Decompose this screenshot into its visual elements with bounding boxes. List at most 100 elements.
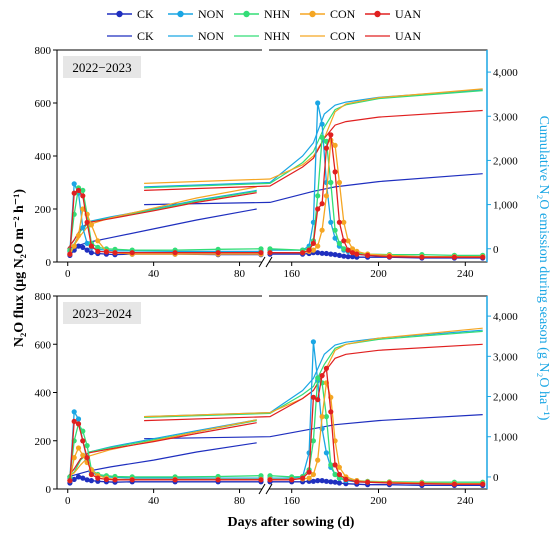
- flux-point-uan: [172, 477, 178, 483]
- flux-point-con: [75, 232, 82, 239]
- flux-point-non: [84, 240, 90, 246]
- flux-point-ck: [75, 243, 82, 249]
- axis-break-mark: [265, 483, 273, 495]
- y-tick-label-right: 0: [493, 244, 499, 256]
- flux-point-uan: [451, 481, 457, 487]
- flux-point-non: [332, 235, 338, 241]
- flux-line-non: [69, 409, 261, 479]
- flux-point-uan: [215, 477, 221, 483]
- cum-line-con: [144, 88, 483, 184]
- flux-point-con: [71, 455, 77, 461]
- flux-point-nhn: [258, 246, 264, 252]
- y-tick-label-left: 200: [35, 436, 52, 448]
- flux-point-con: [315, 243, 321, 249]
- cum-line-uan: [67, 422, 257, 478]
- flux-line-nhn: [269, 376, 483, 483]
- flux-point-ck: [84, 247, 90, 253]
- x-tick-label: 0: [65, 495, 71, 507]
- axis-break-mark: [258, 256, 266, 268]
- flux-point-con: [88, 222, 94, 228]
- y-tick-label-left: 800: [35, 291, 52, 303]
- x-tick-label: 80: [234, 495, 246, 507]
- flux-point-nhn: [267, 246, 273, 252]
- flux-line-non: [270, 341, 483, 485]
- y-tick-label-left: 0: [46, 257, 52, 269]
- panel-title-box: [63, 302, 141, 324]
- flux-point-ck: [88, 478, 94, 484]
- flux-point-uan: [354, 479, 360, 485]
- cum-line-ck: [67, 442, 257, 478]
- flux-point-nhn: [332, 227, 338, 233]
- y-tick-label-right: 1,000: [493, 432, 518, 444]
- flux-point-ck: [332, 479, 338, 485]
- x-tick-label: 80: [234, 268, 246, 280]
- flux-point-nhn: [336, 475, 342, 481]
- y-tick-label-left: 800: [35, 45, 52, 57]
- flux-point-uan: [80, 438, 86, 444]
- legend-flux-label-ck: CK: [137, 7, 154, 21]
- flux-point-ck: [328, 479, 334, 485]
- y-tick-label-left: 0: [46, 484, 52, 496]
- flux-point-uan: [336, 471, 342, 478]
- flux-point-nhn: [315, 375, 321, 381]
- flux-point-con: [310, 247, 316, 253]
- axis-break-gap-top: [262, 46, 269, 54]
- flux-point-uan: [95, 248, 101, 254]
- axis-break-gap-top: [262, 292, 269, 300]
- legend-cum: CK NON NHN CON UAN: [107, 29, 421, 43]
- flux-point-ck: [341, 253, 347, 259]
- flux-point-uan: [365, 479, 371, 485]
- y-tick-label-left: 400: [35, 151, 52, 163]
- flux-line-non: [270, 102, 483, 258]
- flux-point-uan: [480, 254, 486, 260]
- cum-line-ck: [144, 173, 483, 206]
- flux-point-ck: [328, 251, 334, 257]
- flux-point-uan: [84, 219, 90, 225]
- legend-cum-con: CON: [300, 29, 356, 43]
- cum-line-nhn: [67, 420, 257, 478]
- flux-point-uan: [300, 475, 306, 481]
- y-tick-label-left: 400: [35, 388, 52, 400]
- flux-point-ck: [319, 478, 325, 484]
- flux-point-uan: [386, 480, 392, 486]
- flux-point-con: [336, 464, 342, 470]
- x-tick-label: 240: [457, 495, 474, 507]
- flux-point-nhn: [310, 438, 316, 444]
- x-tick-label: 240: [457, 268, 474, 280]
- x-tick-label: 200: [370, 268, 387, 280]
- flux-point-ck: [345, 254, 351, 260]
- flux-point-uan: [419, 254, 425, 260]
- flux-line-uan: [270, 134, 483, 258]
- cum-line-con: [67, 419, 257, 478]
- y-tick-label-left: 600: [35, 98, 52, 110]
- flux-point-uan: [328, 409, 334, 415]
- flux-point-con: [332, 142, 338, 148]
- flux-point-uan: [267, 477, 273, 483]
- flux-point-uan: [75, 187, 82, 193]
- flux-point-con: [319, 227, 325, 233]
- flux-point-uan: [315, 397, 321, 403]
- legend-cum-ck: CK: [107, 29, 154, 43]
- cum-line-ck: [144, 414, 483, 440]
- legend-flux-con: CON: [300, 7, 356, 21]
- legend-cum-non: NON: [168, 29, 224, 43]
- legend-flux-label-uan: UAN: [395, 7, 421, 21]
- flux-point-con: [80, 452, 86, 458]
- flux-point-con: [71, 243, 77, 249]
- flux-point-ck: [80, 475, 86, 481]
- flux-point-uan: [112, 477, 118, 483]
- flux-point-uan: [349, 250, 356, 256]
- flux-point-uan: [67, 251, 73, 257]
- flux-point-con: [323, 193, 329, 199]
- legend-cum-label-uan: UAN: [395, 29, 421, 43]
- legend-flux-non: NON: [168, 7, 224, 21]
- flux-line-nhn: [269, 136, 483, 257]
- flux-point-uan: [332, 169, 338, 175]
- x-tick-label: 40: [148, 495, 160, 507]
- flux-point-uan: [129, 477, 135, 483]
- flux-point-uan: [310, 240, 316, 246]
- flux-point-uan: [332, 462, 338, 468]
- flux-point-uan: [451, 254, 457, 260]
- flux-point-uan: [71, 190, 77, 196]
- flux-point-uan: [88, 471, 94, 478]
